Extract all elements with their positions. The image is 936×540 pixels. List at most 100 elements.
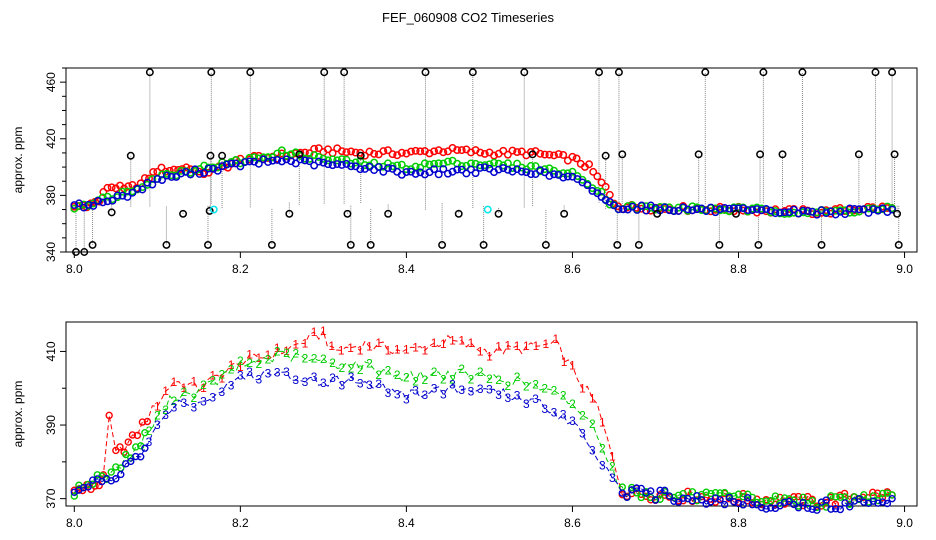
x-tick-label: 8.8 xyxy=(730,262,747,276)
series-1-glyph: 1 xyxy=(579,381,586,395)
series-2-point xyxy=(236,159,245,168)
series-3-point xyxy=(277,157,286,166)
series-3-glyph: 3 xyxy=(449,378,456,392)
series-2-glyph: 2 xyxy=(495,373,502,387)
y-tick-label: 410 xyxy=(44,341,58,361)
series-1-point xyxy=(397,148,406,157)
plot-frame xyxy=(65,67,918,253)
series-1-glyph: 1 xyxy=(265,348,272,362)
series-2-glyph: 2 xyxy=(541,382,548,396)
series-3-point xyxy=(453,165,462,174)
series-2-glyph: 2 xyxy=(551,384,558,398)
series-2-glyph: 2 xyxy=(348,361,355,375)
series-3-point xyxy=(522,168,531,177)
series-3-point xyxy=(859,205,868,214)
outlier-point xyxy=(107,208,116,217)
series-3-point xyxy=(734,499,743,508)
series-3-point xyxy=(305,157,314,166)
series-3-point xyxy=(84,200,93,209)
series-3-point xyxy=(379,167,388,176)
series-3-point xyxy=(720,500,729,509)
series-1-glyph: 1 xyxy=(403,342,410,356)
series-3-point xyxy=(874,499,882,507)
series-2-glyph: 2 xyxy=(357,363,364,377)
series-3-glyph: 3 xyxy=(599,458,606,472)
series-2-point xyxy=(360,161,369,169)
series-1-point xyxy=(453,146,462,155)
series-3-point xyxy=(411,169,420,178)
series-1-point xyxy=(149,167,158,176)
series-2-point xyxy=(476,161,485,170)
series-2-point xyxy=(688,488,697,496)
x-tick-label: 9.0 xyxy=(896,516,913,530)
series-1-point xyxy=(517,147,526,156)
series-2-point xyxy=(762,497,770,505)
series-1-point xyxy=(430,147,439,156)
series-2-glyph: 2 xyxy=(589,417,596,431)
series-3-point xyxy=(132,452,140,461)
series-1-glyph: 1 xyxy=(209,369,216,383)
series-3-glyph: 3 xyxy=(495,388,502,402)
series-3-point xyxy=(103,197,112,206)
series-1-point xyxy=(411,146,420,155)
series-3-point xyxy=(739,501,747,509)
series-2-glyph: 2 xyxy=(219,367,226,381)
series-3-point xyxy=(739,204,748,213)
series-1-glyph: 1 xyxy=(431,336,438,350)
series-1-point xyxy=(124,438,132,446)
series-2-point xyxy=(370,158,379,167)
plot-frame xyxy=(65,321,918,507)
series-3-point xyxy=(112,475,120,483)
outlier-point xyxy=(145,68,154,77)
series-3-point xyxy=(583,181,592,190)
series-3-point xyxy=(113,191,122,200)
series-1-glyph: 1 xyxy=(255,351,262,365)
series-2-point xyxy=(831,206,840,215)
series-1-point xyxy=(601,182,610,191)
series-3-point xyxy=(679,494,687,502)
x-tick-label: 8.2 xyxy=(232,516,249,530)
series-2-point xyxy=(314,153,323,161)
series-3-glyph: 3 xyxy=(440,387,447,401)
series-2-point xyxy=(250,153,259,162)
series-3-point xyxy=(637,484,645,493)
series-3-point xyxy=(291,159,300,168)
series-2-point xyxy=(864,204,873,213)
series-1-glyph: 1 xyxy=(533,339,540,353)
series-3-point xyxy=(878,204,887,213)
y-axis-label: approx. ppm xyxy=(11,381,25,448)
series-2-point xyxy=(628,483,636,492)
series-2-point xyxy=(490,158,498,167)
series-3-point xyxy=(241,158,249,167)
series-1-line xyxy=(74,329,893,507)
series-3-point xyxy=(665,206,674,215)
series-1-point xyxy=(476,148,485,157)
series-2-glyph: 2 xyxy=(329,356,336,370)
series-2-point xyxy=(780,494,789,502)
series-3-point xyxy=(647,487,655,495)
series-1-point xyxy=(143,417,152,426)
series-2-glyph: 2 xyxy=(366,356,373,370)
series-3-glyph: 3 xyxy=(320,376,327,390)
series-2-point xyxy=(789,208,798,217)
series-3-point xyxy=(218,162,227,171)
outlier-point xyxy=(778,150,787,159)
series-2-glyph: 2 xyxy=(486,372,493,386)
series-2-glyph: 2 xyxy=(477,365,484,379)
series-3-point xyxy=(167,173,176,181)
series-3-point xyxy=(860,498,868,506)
series-2-point xyxy=(177,166,185,175)
series-3-point xyxy=(416,168,425,177)
series-3-glyph: 3 xyxy=(569,414,576,428)
outlier-point xyxy=(206,151,215,160)
x-tick-label: 8.6 xyxy=(564,262,581,276)
series-1-glyph: 1 xyxy=(320,324,327,338)
series-1-point xyxy=(508,146,517,155)
series-3-point xyxy=(752,205,761,213)
series-2-point xyxy=(411,162,420,171)
series-3-point xyxy=(674,207,683,215)
series-2-point xyxy=(75,202,83,211)
series-2-point xyxy=(878,489,887,498)
series-1-point xyxy=(314,144,323,153)
series-3-point xyxy=(623,493,631,501)
